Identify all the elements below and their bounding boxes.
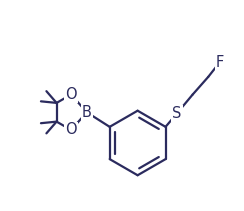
Text: O: O: [65, 122, 77, 137]
Text: O: O: [65, 87, 77, 102]
Text: S: S: [172, 106, 182, 121]
Text: B: B: [82, 105, 92, 120]
Text: F: F: [216, 55, 224, 70]
